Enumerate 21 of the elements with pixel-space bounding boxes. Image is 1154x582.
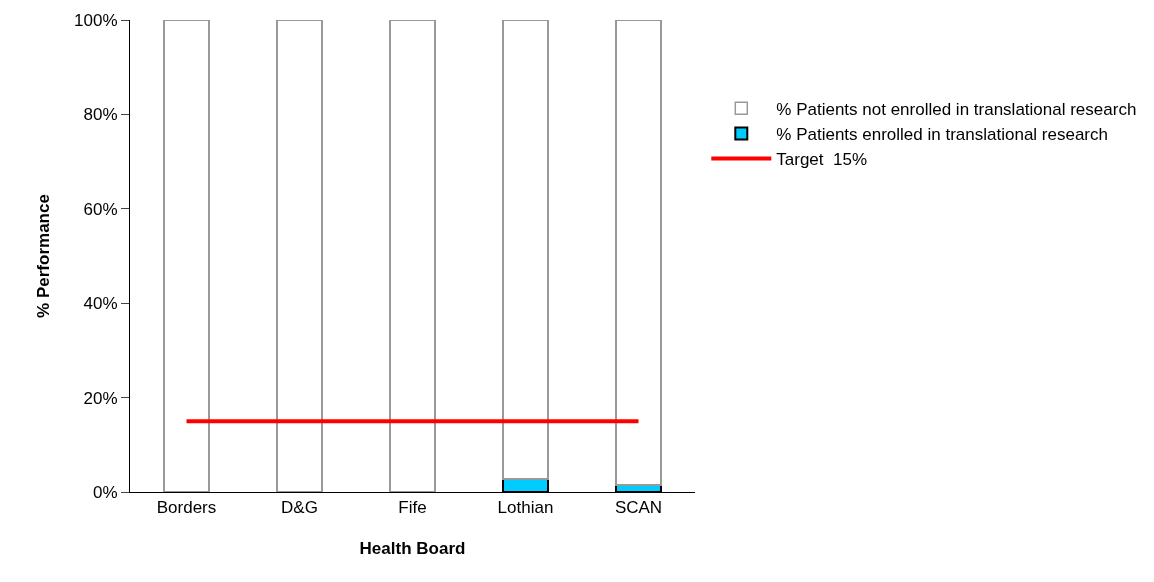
bar (615, 20, 662, 486)
x-tick-label: Borders (156, 498, 217, 518)
x-axis-title: Health Board (359, 538, 466, 558)
x-tick-label: D&G (281, 498, 318, 518)
bar (276, 20, 323, 492)
bar (163, 20, 210, 492)
y-tick-label: 20% (83, 388, 118, 408)
x-tick-label: Fife (398, 498, 427, 518)
bar (502, 20, 549, 480)
x-tick-label: Lothian (497, 498, 554, 518)
y-axis-title: % Performance (33, 194, 53, 318)
legend-label: Target 15% (776, 150, 868, 170)
x-tick-label: SCAN (614, 498, 663, 518)
y-tick-label: 100% (74, 10, 118, 30)
legend-label: % Patients enrolled in translational research (776, 125, 1108, 145)
legend-label: % Patients not enrolled in translational research (776, 99, 1137, 119)
y-tick-label: 60% (83, 199, 118, 219)
y-tick-label: 40% (83, 294, 118, 314)
y-tick-label: 80% (83, 105, 118, 125)
bar (389, 20, 436, 492)
y-tick-label: 0% (93, 482, 118, 502)
